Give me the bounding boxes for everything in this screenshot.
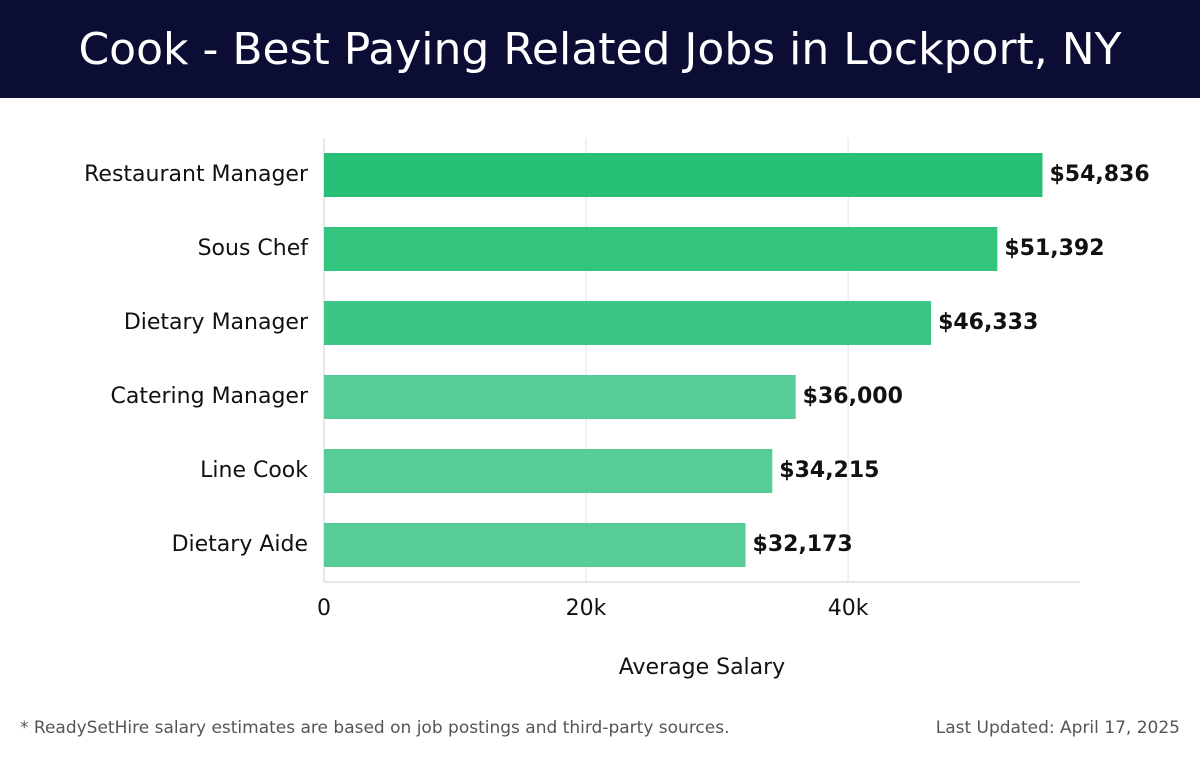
salary-bar-chart: Restaurant Manager $54,836 Sous Chef $51,39… xyxy=(84,138,1150,680)
bar-2 xyxy=(324,301,932,345)
bar-1 xyxy=(324,227,998,271)
category-label-2: Dietary Manager xyxy=(124,310,309,335)
value-label-0: $54,836 xyxy=(1049,162,1149,187)
x-tick-label-1: 20k xyxy=(566,596,607,621)
chart-title: Cook - Best Paying Related Jobs in Lockp… xyxy=(78,23,1122,75)
footer-note: * ReadySetHire salary estimates are base… xyxy=(20,718,730,738)
category-label-1: Sous Chef xyxy=(198,236,310,261)
x-axis-label: Average Salary xyxy=(619,655,785,680)
category-label-4: Line Cook xyxy=(200,458,308,483)
chart-header: Cook - Best Paying Related Jobs in Lockp… xyxy=(0,0,1200,98)
bar-4 xyxy=(324,449,773,493)
value-label-2: $46,333 xyxy=(938,310,1038,335)
last-updated: Last Updated: April 17, 2025 xyxy=(935,718,1180,738)
bar-0 xyxy=(324,153,1043,197)
value-label-1: $51,392 xyxy=(1004,236,1104,261)
category-label-5: Dietary Aide xyxy=(172,532,308,557)
value-label-3: $36,000 xyxy=(803,384,903,409)
value-label-4: $34,215 xyxy=(779,458,879,483)
x-tick-label-2: 40k xyxy=(828,596,869,621)
value-label-5: $32,173 xyxy=(753,532,853,557)
bar-5 xyxy=(324,523,746,567)
x-tick-label-0: 0 xyxy=(317,596,331,621)
category-label-0: Restaurant Manager xyxy=(84,162,309,187)
category-label-3: Catering Manager xyxy=(111,384,309,409)
bar-3 xyxy=(324,375,796,419)
